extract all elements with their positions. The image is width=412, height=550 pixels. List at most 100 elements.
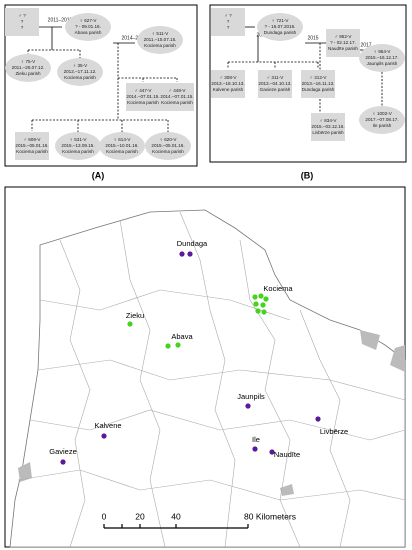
node-text: ♂ 609-V <box>24 137 42 142</box>
node-text: Naudīte parish <box>328 46 358 51</box>
node-text: 2013.–18.10.13. <box>211 81 244 86</box>
panel-b: 2013 2015 2017 ♂ ???♀ 721-V? - 15.07.201… <box>211 8 405 141</box>
node-text: ♀ 35-V <box>73 63 88 68</box>
pedigree-node: ♀ 721-V? - 15.07.2016.Dundaga parish <box>257 13 303 41</box>
node-text: Kociema parish <box>62 149 94 154</box>
node-text: ♂ 311-V <box>267 75 285 80</box>
male-node <box>301 70 335 98</box>
map: Dundaga Kociema Zieku Abava Jaunpils Kal… <box>4 186 406 548</box>
location-dot <box>269 449 275 455</box>
place-label: Gavieze <box>49 447 77 456</box>
location-dot <box>263 296 269 302</box>
female-node <box>359 44 405 72</box>
node-text: Dundaga parish <box>302 87 335 92</box>
node-text: ♂ 447-V <box>135 88 153 93</box>
scale-bar <box>103 524 249 529</box>
node-text: 2014.–07.01.15. <box>126 94 159 99</box>
node-text: ♂ 308-V <box>220 75 238 80</box>
edge-label: 2011–2012 <box>48 17 73 23</box>
node-text: Abava parish <box>75 30 102 35</box>
connector <box>31 43 178 132</box>
node-text: Ile parish <box>373 123 392 128</box>
node-text: Zieku parish <box>15 71 40 76</box>
node-text: Kociema parish <box>144 43 176 48</box>
female-node <box>257 13 303 41</box>
pedigree-node: ♂ ??? <box>5 8 39 36</box>
edge-label: 2015 <box>307 35 318 41</box>
node-text: ? <box>227 19 230 24</box>
male-node <box>258 70 292 98</box>
connector <box>27 49 81 58</box>
female-node <box>57 58 103 86</box>
female-node <box>55 132 101 160</box>
pedigree-node: ♂ 952-V? - 02.12.17.Naudīte parish <box>326 29 360 57</box>
location-dot <box>315 416 321 422</box>
male-node <box>326 29 360 57</box>
scale-label: 20 <box>135 511 145 521</box>
location-dot <box>179 251 185 257</box>
panel-a-frame <box>4 4 198 167</box>
place-label: Kalvene <box>94 421 121 430</box>
female-node <box>359 106 405 134</box>
node-text: 2017.–07.08.17. <box>365 117 398 122</box>
male-node <box>311 113 345 141</box>
location-dot <box>187 251 193 257</box>
location-dot <box>255 308 261 314</box>
node-text: 2015.–10.01.16. <box>105 143 138 148</box>
node-text: ? <box>227 25 230 30</box>
node-text: 2015.–05.01.16. <box>15 143 48 148</box>
node-text: ♂ ? <box>18 13 26 18</box>
connector <box>17 211 406 548</box>
male-node <box>15 132 49 160</box>
male-node <box>160 83 194 111</box>
edge-label: 2014–2015 <box>121 35 146 41</box>
node-text: ? - 02.12.17. <box>330 40 356 45</box>
female-node <box>5 54 51 82</box>
edge-label: 2017 <box>360 42 371 48</box>
node-text: Kociema parish <box>64 75 96 80</box>
location-dot <box>252 294 258 300</box>
node-text: 2013.–16.11.13. <box>302 81 335 86</box>
node-text: ♂ 952-V <box>335 34 353 39</box>
node-text: 2015.–13.09.15. <box>61 143 94 148</box>
node-text: 2015.–16.12.17. <box>365 55 398 60</box>
place-label: Ile <box>252 435 260 444</box>
node-text: Kociema parish <box>127 100 159 105</box>
male-node <box>211 8 245 36</box>
place-label: Jaunpils <box>237 392 265 401</box>
node-text: 2015.–03.12.16. <box>311 124 344 129</box>
node-text: 2011.–25.07.12. <box>12 65 45 70</box>
node-text: ♀ 620-V <box>160 137 178 142</box>
node-text: Jaunpils parish <box>367 61 398 66</box>
location-dot <box>258 293 264 299</box>
node-text: 2012.–17.11.12. <box>64 69 97 74</box>
place-label: Zieku <box>126 311 144 320</box>
place-label: Livbērze <box>320 427 348 436</box>
location-dot <box>101 433 107 439</box>
node-text: Livbērze parish <box>312 130 344 135</box>
location-dot <box>165 343 171 349</box>
male-node <box>126 83 160 111</box>
male-node <box>211 70 245 98</box>
node-text: ♀ 627-V <box>80 18 98 23</box>
node-text: Kociema parish <box>106 149 138 154</box>
location-dot <box>60 459 66 465</box>
node-text: ♀ 1002-V <box>372 111 392 116</box>
node-text: ♀ 954-V <box>374 49 392 54</box>
node-text: Kociema parish <box>161 100 193 105</box>
pedigree-node: ♀ 627-V? - 09.01.16.Abava parish <box>65 13 111 41</box>
location-dot <box>260 302 266 308</box>
place-label: Kociema <box>263 284 293 293</box>
region-outline <box>9 209 406 548</box>
node-text: ? - 15.07.2016. <box>265 24 296 29</box>
